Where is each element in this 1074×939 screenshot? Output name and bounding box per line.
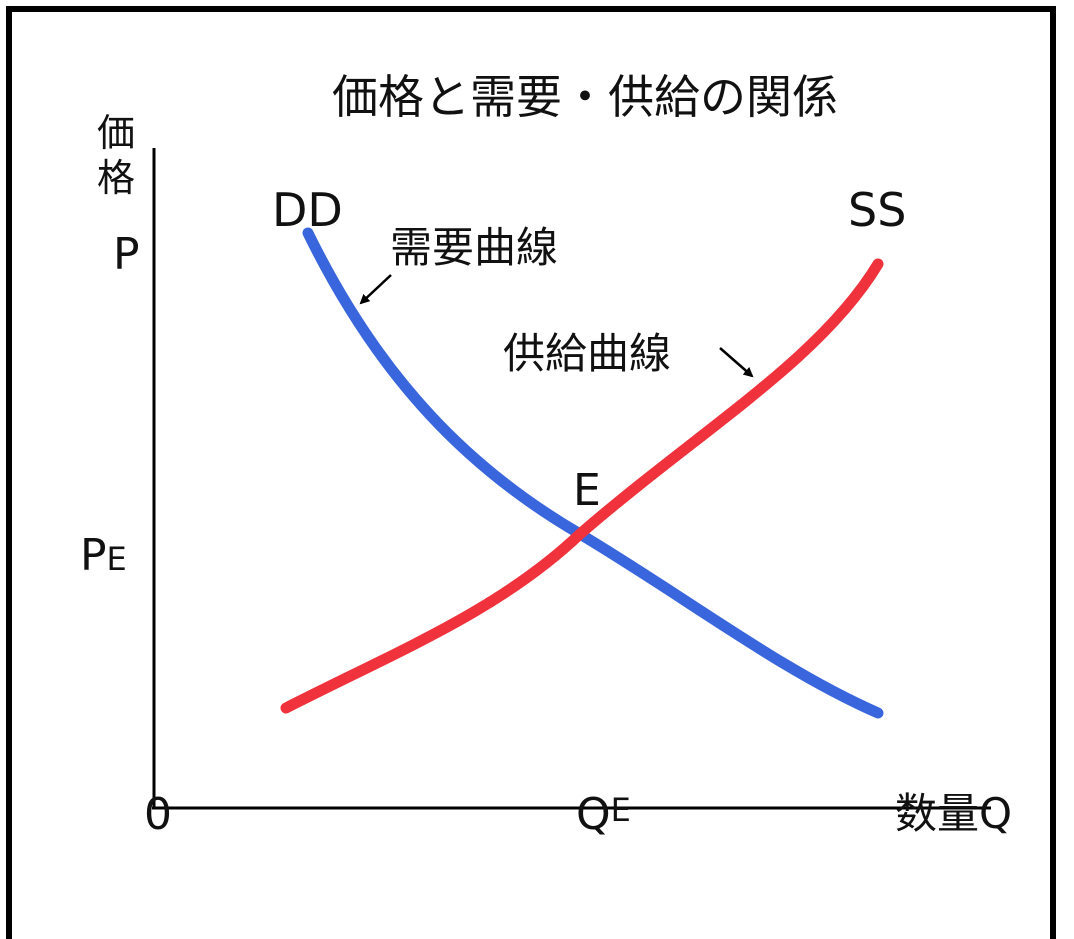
- equilibrium-price-label: PE: [80, 530, 127, 581]
- x-axis-origin: 0: [144, 789, 172, 840]
- diagram-title: 価格と需要・供給の関係: [332, 70, 838, 124]
- equilibrium-quantity-sub: E: [611, 791, 631, 829]
- y-axis-label-char-2: 格: [97, 156, 135, 200]
- equilibrium-quantity-main: Q: [576, 789, 611, 840]
- demand-tag: DD: [272, 183, 343, 237]
- equilibrium-quantity-label: QE: [576, 789, 631, 840]
- demand-label-arrow: [359, 274, 392, 305]
- x-axis-label: 数量Q: [895, 789, 1012, 838]
- supply-curve-label: 供給曲線: [503, 329, 671, 378]
- equilibrium-price-main: P: [80, 530, 107, 581]
- demand-curve-label: 需要曲線: [390, 223, 558, 272]
- equilibrium-price-sub: E: [107, 540, 127, 578]
- supply-tag: SS: [848, 183, 906, 237]
- y-axis-symbol: P: [113, 229, 140, 280]
- equilibrium-point-label: E: [573, 465, 601, 516]
- supply-label-arrow: [719, 347, 754, 378]
- diagram-frame: [6, 6, 1056, 939]
- supply-curve: [280, 258, 884, 714]
- y-axis-label-char-1: 価: [97, 111, 135, 155]
